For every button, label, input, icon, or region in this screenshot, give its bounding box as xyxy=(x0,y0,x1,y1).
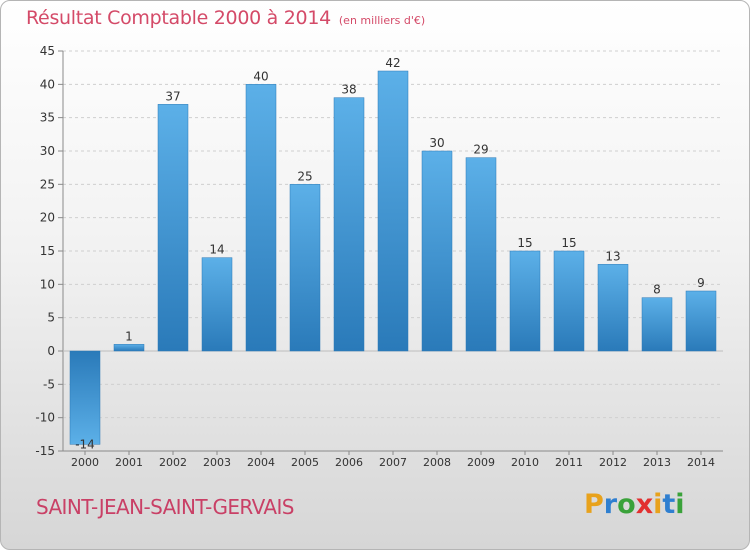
y-tick-label: 0 xyxy=(47,344,55,358)
y-tick-label: 35 xyxy=(40,111,55,125)
proxiti-logo[interactable]: Proxiti xyxy=(584,489,685,520)
x-tick-label: 2008 xyxy=(423,456,451,469)
logo-letter: i xyxy=(653,489,663,520)
y-tick-label: 40 xyxy=(40,77,55,91)
y-tick-label: 25 xyxy=(40,177,55,191)
bar-2000 xyxy=(69,350,101,445)
bar-2008 xyxy=(421,150,453,352)
logo-letter: P xyxy=(584,489,604,520)
y-tick-label: -5 xyxy=(43,377,55,391)
x-tick-label: 2011 xyxy=(555,456,583,469)
value-label: 29 xyxy=(473,143,488,157)
value-label: 37 xyxy=(165,89,180,103)
x-tick-label: 2005 xyxy=(291,456,319,469)
commune-name: SAINT-JEAN-SAINT-GERVAIS xyxy=(36,495,294,519)
bar-layer xyxy=(69,70,717,445)
y-tick-label: -10 xyxy=(35,411,55,425)
bar-2013 xyxy=(641,297,673,352)
value-label: 9 xyxy=(697,276,705,290)
x-tick-label: 2003 xyxy=(203,456,231,469)
label-layer: -14 2000 1 2001 37 2002 14 2003 40 2004 25 2005 38 20… xyxy=(71,56,715,469)
logo-letter: r xyxy=(603,489,618,520)
bar-2002 xyxy=(157,104,189,352)
chart-subtitle: (en milliers d'€) xyxy=(338,14,426,27)
value-label: 25 xyxy=(297,169,312,183)
y-tick-label: 20 xyxy=(40,211,55,225)
value-label: 8 xyxy=(653,283,661,297)
x-tick-label: 2009 xyxy=(467,456,495,469)
bar-2010 xyxy=(509,250,541,352)
logo-letter: x xyxy=(635,489,654,520)
y-tick-label: 10 xyxy=(40,277,55,291)
value-label: 42 xyxy=(385,56,400,70)
value-label: 14 xyxy=(209,243,224,257)
x-tick-label: 2001 xyxy=(115,456,143,469)
logo-letter: o xyxy=(617,489,636,520)
x-tick-label: 2013 xyxy=(643,456,671,469)
chart-title: Résultat Comptable 2000 à 2014 xyxy=(26,7,331,29)
bar-2001 xyxy=(113,344,145,352)
y-tick-label: 15 xyxy=(40,244,55,258)
bar-2014 xyxy=(685,290,717,352)
y-tick-label: 45 xyxy=(40,44,55,58)
value-label: 1 xyxy=(125,329,133,343)
x-tick-label: 2010 xyxy=(511,456,539,469)
x-tick-label: 2007 xyxy=(379,456,407,469)
x-tick-label: 2006 xyxy=(335,456,363,469)
logo-letter: t xyxy=(662,489,676,520)
value-label: 13 xyxy=(605,249,620,263)
bar-2004 xyxy=(245,84,277,352)
bar-2012 xyxy=(597,264,629,352)
x-tick-label: 2004 xyxy=(247,456,275,469)
bar-2009 xyxy=(465,157,497,352)
value-label: 30 xyxy=(429,136,444,150)
y-tick-label: 30 xyxy=(40,144,55,158)
bar-2007 xyxy=(377,70,409,352)
bar-2005 xyxy=(289,184,321,352)
x-tick-label: 2012 xyxy=(599,456,627,469)
bar-2006 xyxy=(333,97,365,352)
value-label: -14 xyxy=(75,437,95,451)
bar-2011 xyxy=(553,250,585,352)
logo-letter: i xyxy=(675,489,685,520)
x-tick-label: 2014 xyxy=(687,456,715,469)
value-label: 40 xyxy=(253,69,268,83)
x-tick-label: 2000 xyxy=(71,456,99,469)
value-label: 15 xyxy=(517,236,532,250)
value-label: 15 xyxy=(561,236,576,250)
value-label: 38 xyxy=(341,83,356,97)
bar-2003 xyxy=(201,257,233,352)
y-tick-label: -15 xyxy=(35,444,55,458)
y-tick-label: 5 xyxy=(47,311,55,325)
title-block: Résultat Comptable 2000 à 2014 (en millie… xyxy=(26,7,425,29)
x-tick-label: 2002 xyxy=(159,456,187,469)
